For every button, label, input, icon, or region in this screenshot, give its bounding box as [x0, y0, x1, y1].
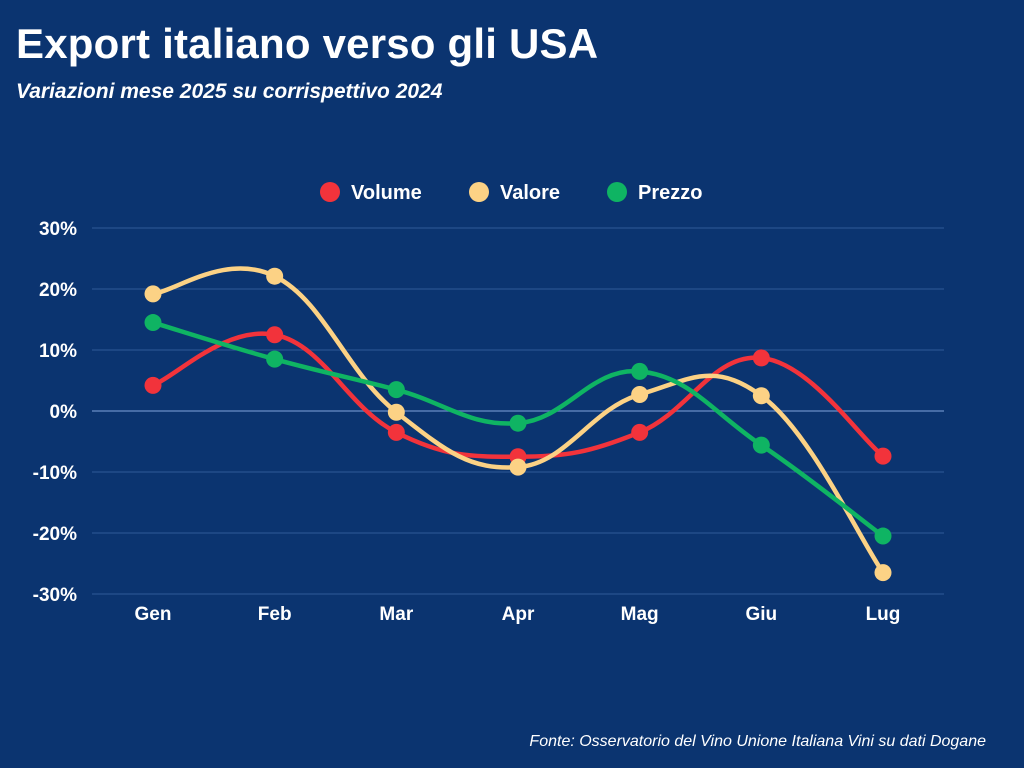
data-point — [874, 527, 892, 545]
data-point — [387, 423, 405, 441]
x-axis-ticks: Gen Feb Mar Apr Mag Giu Lug — [135, 604, 901, 625]
chart-subtitle: Variazioni mese 2025 su corrispettivo 20… — [16, 80, 443, 103]
data-point — [631, 362, 649, 380]
legend-marker — [320, 182, 340, 202]
data-point — [144, 285, 162, 303]
data-point — [144, 314, 162, 332]
series-line — [150, 331, 886, 459]
y-tick-label: -10% — [33, 463, 77, 484]
data-point — [509, 458, 527, 476]
data-point — [752, 387, 770, 405]
x-tick-label: Lug — [866, 604, 901, 625]
x-tick-label: Feb — [258, 604, 292, 625]
series-valore — [144, 266, 892, 582]
chart-title: Export italiano verso gli USA — [16, 20, 599, 67]
y-tick-label: -30% — [33, 585, 77, 606]
series-volume — [144, 326, 892, 466]
y-tick-label: 30% — [39, 219, 77, 240]
data-point — [631, 386, 649, 404]
data-point — [752, 349, 770, 367]
y-tick-label: -20% — [33, 524, 77, 545]
legend-item-prezzo: Prezzo — [607, 182, 702, 204]
x-tick-label: Giu — [745, 604, 777, 625]
legend-item-valore: Valore — [469, 182, 560, 204]
series-prezzo — [144, 314, 892, 545]
data-point — [874, 447, 892, 465]
legend-marker — [469, 182, 489, 202]
y-tick-label: 10% — [39, 341, 77, 362]
legend-label: Valore — [500, 182, 560, 204]
legend-label: Prezzo — [638, 182, 702, 204]
series-lines — [144, 266, 892, 582]
data-point — [631, 423, 649, 441]
data-point — [752, 436, 770, 454]
source-note: Fonte: Osservatorio del Vino Unione Ital… — [529, 733, 986, 750]
y-tick-label: 20% — [39, 280, 77, 301]
legend-marker — [607, 182, 627, 202]
y-axis-ticks: 30% 20% 10% 0% -10% -20% -30% — [33, 219, 77, 606]
legend-item-volume: Volume — [320, 182, 422, 204]
x-tick-label: Gen — [135, 604, 172, 625]
legend: Volume Valore Prezzo — [320, 182, 702, 204]
x-tick-label: Mag — [621, 604, 659, 625]
data-point — [266, 350, 284, 368]
data-point — [266, 326, 284, 344]
grid-lines — [92, 227, 944, 595]
x-tick-label: Mar — [379, 604, 413, 625]
data-point — [144, 376, 162, 394]
y-tick-label: 0% — [50, 402, 78, 423]
data-point — [874, 564, 892, 582]
data-point — [509, 414, 527, 432]
data-point — [387, 403, 405, 421]
x-tick-label: Apr — [502, 604, 535, 625]
legend-label: Volume — [351, 182, 422, 204]
data-point — [266, 267, 284, 285]
data-point — [387, 381, 405, 399]
